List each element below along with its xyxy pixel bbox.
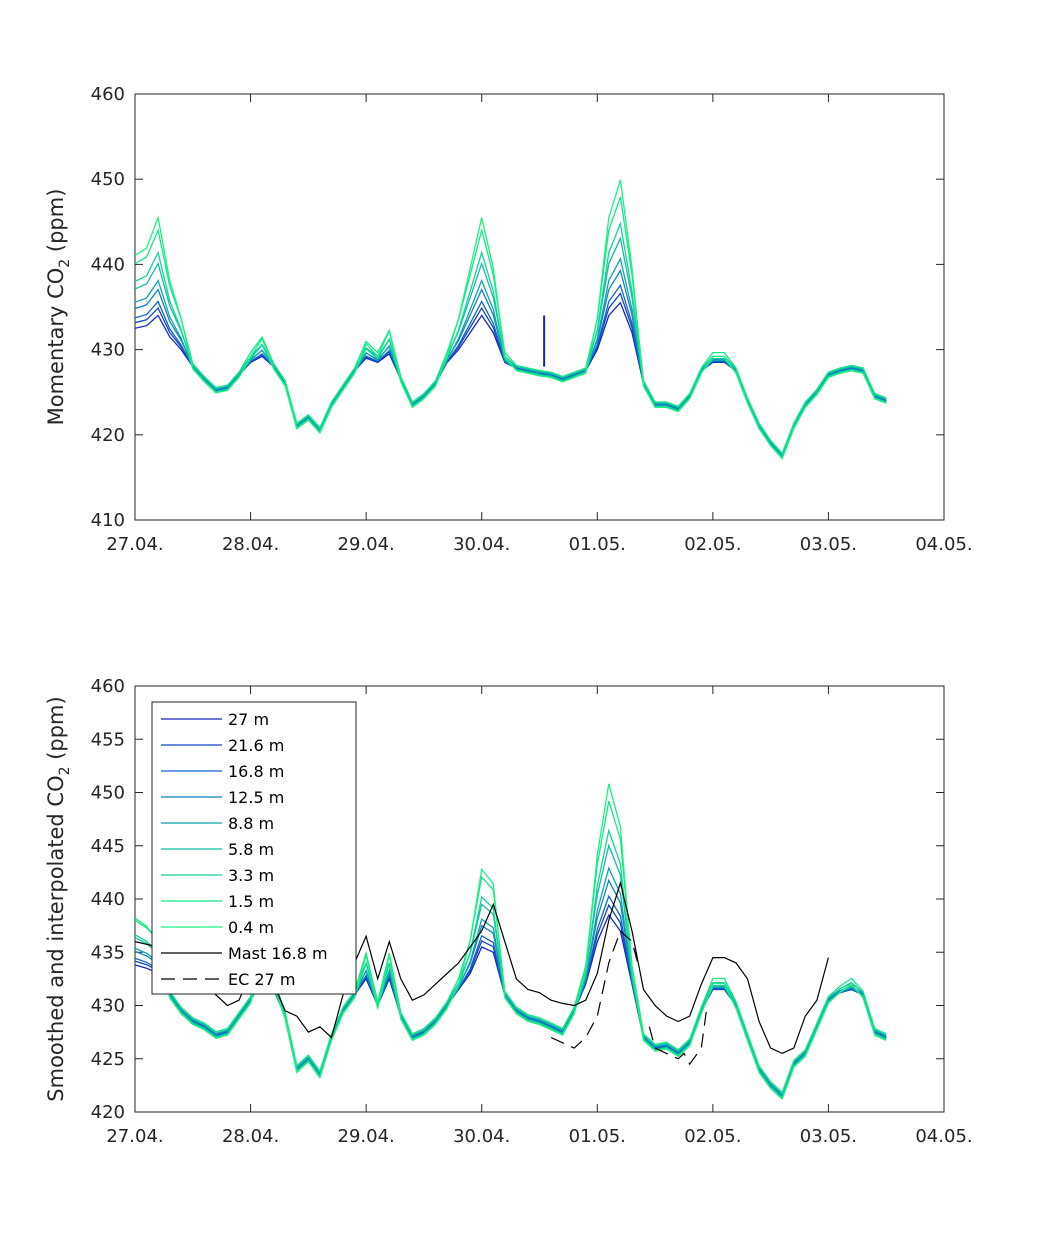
y-axis-label-unit: (ppm) <box>44 696 68 766</box>
x-tick-label: 02.05. <box>684 534 741 555</box>
x-tick-label: 01.05. <box>569 1126 626 1147</box>
plot-area <box>134 93 945 521</box>
x-tick-label: 27.04. <box>106 1126 163 1147</box>
bottom-panel: 27.04. 28.04. 29.04. 30.04. 01.05. 02.05. 03.0… <box>44 676 973 1147</box>
x-tick-label: 28.04. <box>222 534 279 555</box>
legend-label: EC 27 m <box>228 970 295 989</box>
y-tick-label: 435 <box>91 942 125 963</box>
y-tick-label: 460 <box>91 84 125 105</box>
legend-label: 8.8 m <box>228 814 274 833</box>
y-tick-label: 450 <box>91 783 125 804</box>
y-tick-label: 450 <box>91 169 125 190</box>
legend-label: Mast 16.8 m <box>228 944 328 963</box>
legend-box <box>151 701 357 995</box>
x-tick-label: 27.04. <box>106 534 163 555</box>
y-axis-label: Smoothed and interpolated CO2 (ppm) <box>44 696 73 1101</box>
y-axis-label-main: Momentary CO <box>44 268 68 426</box>
y-tick-label: 420 <box>91 1102 125 1123</box>
y-axis-label-main: Smoothed and interpolated CO <box>44 775 68 1101</box>
legend-label: 5.8 m <box>228 840 274 859</box>
top-panel: 27.04. 28.04. 29.04. 30.04. 01.05. 02.05. 03.0… <box>44 84 973 555</box>
series-line-ec-27-m <box>550 929 639 1049</box>
y-tick-label: 445 <box>91 836 125 857</box>
legend-label: 27 m <box>228 710 269 729</box>
y-tick-label: 440 <box>91 889 125 910</box>
x-tick-label: 02.05. <box>684 1126 741 1147</box>
x-tick-label: 29.04. <box>338 534 395 555</box>
legend-label: 16.8 m <box>228 762 284 781</box>
y-axis-label: Momentary CO2 (ppm) <box>44 189 73 426</box>
y-axis-label-subscript: 2 <box>57 259 73 268</box>
series-line-0-4-m <box>135 179 887 460</box>
x-tick-label: 30.04. <box>453 1126 510 1147</box>
legend: 27 m 21.6 m 16.8 m 12.5 m 8.8 m 5.8 m 3.3 m 1.5… <box>151 701 357 995</box>
x-tick-label: 04.05. <box>915 534 972 555</box>
y-tick-label: 410 <box>91 510 125 531</box>
y-tick-label: 460 <box>91 676 125 697</box>
x-tick-label: 04.05. <box>915 1126 972 1147</box>
x-tick-label: 29.04. <box>338 1126 395 1147</box>
y-tick-label: 455 <box>91 729 125 750</box>
legend-label: 1.5 m <box>228 892 274 911</box>
legend-label: 21.6 m <box>228 736 284 755</box>
y-tick-label: 420 <box>91 425 125 446</box>
series-group <box>135 179 887 460</box>
y-tick-label: 440 <box>91 254 125 275</box>
y-axis-label-unit: (ppm) <box>44 189 68 259</box>
series-line-mast-16-8-m <box>135 880 829 1055</box>
legend-label: 12.5 m <box>228 788 284 807</box>
x-tick-label: 01.05. <box>569 534 626 555</box>
y-tick-label: 430 <box>91 340 125 361</box>
legend-label: 3.3 m <box>228 866 274 885</box>
x-tick-label: 30.04. <box>453 534 510 555</box>
series-line-1-5-m <box>135 196 887 455</box>
y-tick-label: 425 <box>91 1049 125 1070</box>
y-axis-label-subscript: 2 <box>57 766 73 775</box>
x-tick-label: 28.04. <box>222 1126 279 1147</box>
x-tick-label: 03.05. <box>800 1126 857 1147</box>
legend-label: 0.4 m <box>228 918 274 937</box>
y-tick-label: 430 <box>91 996 125 1017</box>
series-line-ec-27-m <box>648 1005 708 1066</box>
x-tick-label: 03.05. <box>800 534 857 555</box>
